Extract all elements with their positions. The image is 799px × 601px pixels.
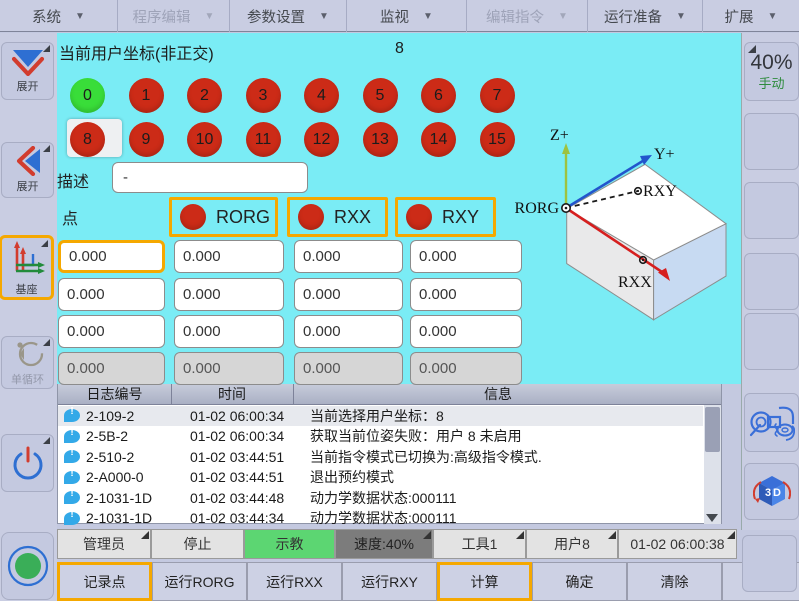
- svg-text:Y+: Y+: [654, 146, 675, 163]
- svg-text:3: 3: [765, 487, 771, 499]
- svg-text:D: D: [773, 487, 781, 499]
- svg-text:Z+: Z+: [550, 127, 569, 144]
- svg-text:RORG: RORG: [515, 200, 560, 217]
- svg-text:RXY: RXY: [643, 183, 677, 200]
- svg-text:RXX: RXX: [618, 274, 652, 291]
